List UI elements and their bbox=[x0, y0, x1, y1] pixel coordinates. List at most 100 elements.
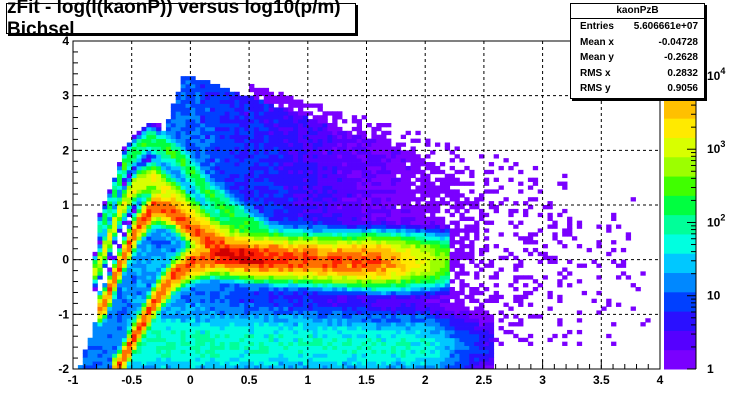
heatmap-cell bbox=[209, 216, 216, 222]
heatmap-cell bbox=[283, 220, 289, 225]
heatmap-cell bbox=[317, 193, 323, 198]
heatmap-cell bbox=[479, 283, 485, 288]
heatmap-cell bbox=[195, 224, 201, 229]
heatmap-cell bbox=[156, 212, 162, 218]
heatmap-cell bbox=[180, 290, 186, 296]
heatmap-cell bbox=[346, 173, 353, 179]
heatmap-cell bbox=[190, 165, 196, 171]
heatmap-cell bbox=[278, 220, 284, 225]
heatmap-cell bbox=[420, 341, 426, 346]
heatmap-cell bbox=[346, 283, 353, 288]
heatmap-cell bbox=[317, 287, 323, 292]
heatmap-cell bbox=[278, 173, 284, 179]
heatmap-cell bbox=[395, 162, 402, 167]
heatmap-cell bbox=[366, 263, 372, 268]
heatmap-cell bbox=[371, 329, 377, 335]
heatmap-cell bbox=[185, 126, 191, 132]
heatmap-cell bbox=[288, 279, 294, 284]
heatmap-cell bbox=[209, 134, 216, 140]
heatmap-cell bbox=[253, 177, 260, 182]
heatmap-cell bbox=[268, 271, 274, 276]
heatmap-cell bbox=[430, 251, 436, 257]
heatmap-cell bbox=[351, 290, 358, 296]
heatmap-cell bbox=[161, 306, 167, 311]
heatmap-cell bbox=[395, 302, 402, 307]
heatmap-cell bbox=[366, 290, 372, 296]
heatmap-cell bbox=[283, 142, 289, 147]
heatmap-cell bbox=[126, 173, 133, 179]
heatmap-cell bbox=[205, 134, 211, 140]
heatmap-cell bbox=[195, 247, 201, 253]
heatmap-cell bbox=[239, 130, 245, 136]
heatmap-cell bbox=[317, 240, 323, 245]
heatmap-cell bbox=[346, 216, 353, 222]
heatmap-cell bbox=[229, 267, 235, 272]
heatmap-cell bbox=[273, 138, 279, 143]
heatmap-cell bbox=[312, 341, 318, 346]
heatmap-cell bbox=[464, 216, 470, 222]
heatmap-cell bbox=[425, 345, 431, 350]
heatmap-cell bbox=[386, 357, 392, 362]
heatmap-cell bbox=[405, 251, 411, 257]
heatmap-cell bbox=[410, 224, 416, 229]
heatmap-cell bbox=[298, 353, 304, 358]
heatmap-cell bbox=[415, 220, 421, 225]
heatmap-cell bbox=[488, 365, 495, 370]
heatmap-cell bbox=[253, 173, 260, 179]
heatmap-cell bbox=[283, 205, 289, 210]
heatmap-cell bbox=[337, 251, 343, 257]
heatmap-cell bbox=[126, 189, 133, 194]
heatmap-cell bbox=[253, 255, 260, 261]
heatmap-cell bbox=[214, 306, 221, 311]
heatmap-cell bbox=[131, 224, 137, 229]
heatmap-cell bbox=[107, 322, 113, 327]
heatmap-cell bbox=[205, 154, 211, 159]
heatmap-cell bbox=[346, 205, 353, 210]
heatmap-cell bbox=[523, 208, 529, 214]
heatmap-cell bbox=[361, 294, 367, 300]
heatmap-cell bbox=[273, 115, 279, 120]
heatmap-cell bbox=[156, 228, 162, 233]
heatmap-cell bbox=[107, 216, 113, 222]
heatmap-cell bbox=[346, 337, 353, 343]
heatmap-cell bbox=[117, 259, 123, 264]
heatmap-cell bbox=[322, 216, 328, 222]
heatmap-cell bbox=[400, 337, 407, 343]
heatmap-cell bbox=[195, 287, 201, 292]
heatmap-cell bbox=[278, 341, 284, 346]
heatmap-cell bbox=[430, 208, 436, 214]
heatmap-cell bbox=[302, 326, 309, 331]
heatmap-cell bbox=[190, 228, 196, 233]
heatmap-cell bbox=[131, 275, 137, 280]
heatmap-cell bbox=[298, 326, 304, 331]
heatmap-cell bbox=[200, 150, 206, 155]
heatmap-cell bbox=[170, 345, 177, 350]
heatmap-cell bbox=[121, 310, 128, 315]
heatmap-cell bbox=[474, 329, 480, 335]
heatmap-cell bbox=[439, 341, 446, 346]
heatmap-cell bbox=[102, 220, 108, 225]
heatmap-cell bbox=[469, 341, 475, 346]
heatmap-cell bbox=[405, 314, 411, 319]
heatmap-cell bbox=[156, 341, 162, 346]
heatmap-cell bbox=[430, 169, 436, 175]
heatmap-cell bbox=[317, 236, 323, 241]
heatmap-cell bbox=[263, 115, 270, 120]
heatmap-cell bbox=[386, 150, 392, 155]
heatmap-cell bbox=[156, 314, 162, 319]
heatmap-cell bbox=[263, 119, 270, 124]
heatmap-cell bbox=[317, 318, 323, 323]
heatmap-cell bbox=[302, 290, 309, 296]
heatmap-cell bbox=[430, 322, 436, 327]
heatmap-cell bbox=[190, 322, 196, 327]
heatmap-cell bbox=[234, 247, 240, 253]
heatmap-cell bbox=[371, 150, 377, 155]
heatmap-cell bbox=[405, 341, 411, 346]
heatmap-cell bbox=[239, 251, 245, 257]
heatmap-cell bbox=[483, 345, 490, 350]
heatmap-cell bbox=[371, 134, 377, 140]
heatmap-cell bbox=[224, 169, 230, 175]
heatmap-cell bbox=[332, 365, 338, 370]
heatmap-cell bbox=[346, 130, 353, 136]
heatmap-cell bbox=[156, 126, 162, 132]
